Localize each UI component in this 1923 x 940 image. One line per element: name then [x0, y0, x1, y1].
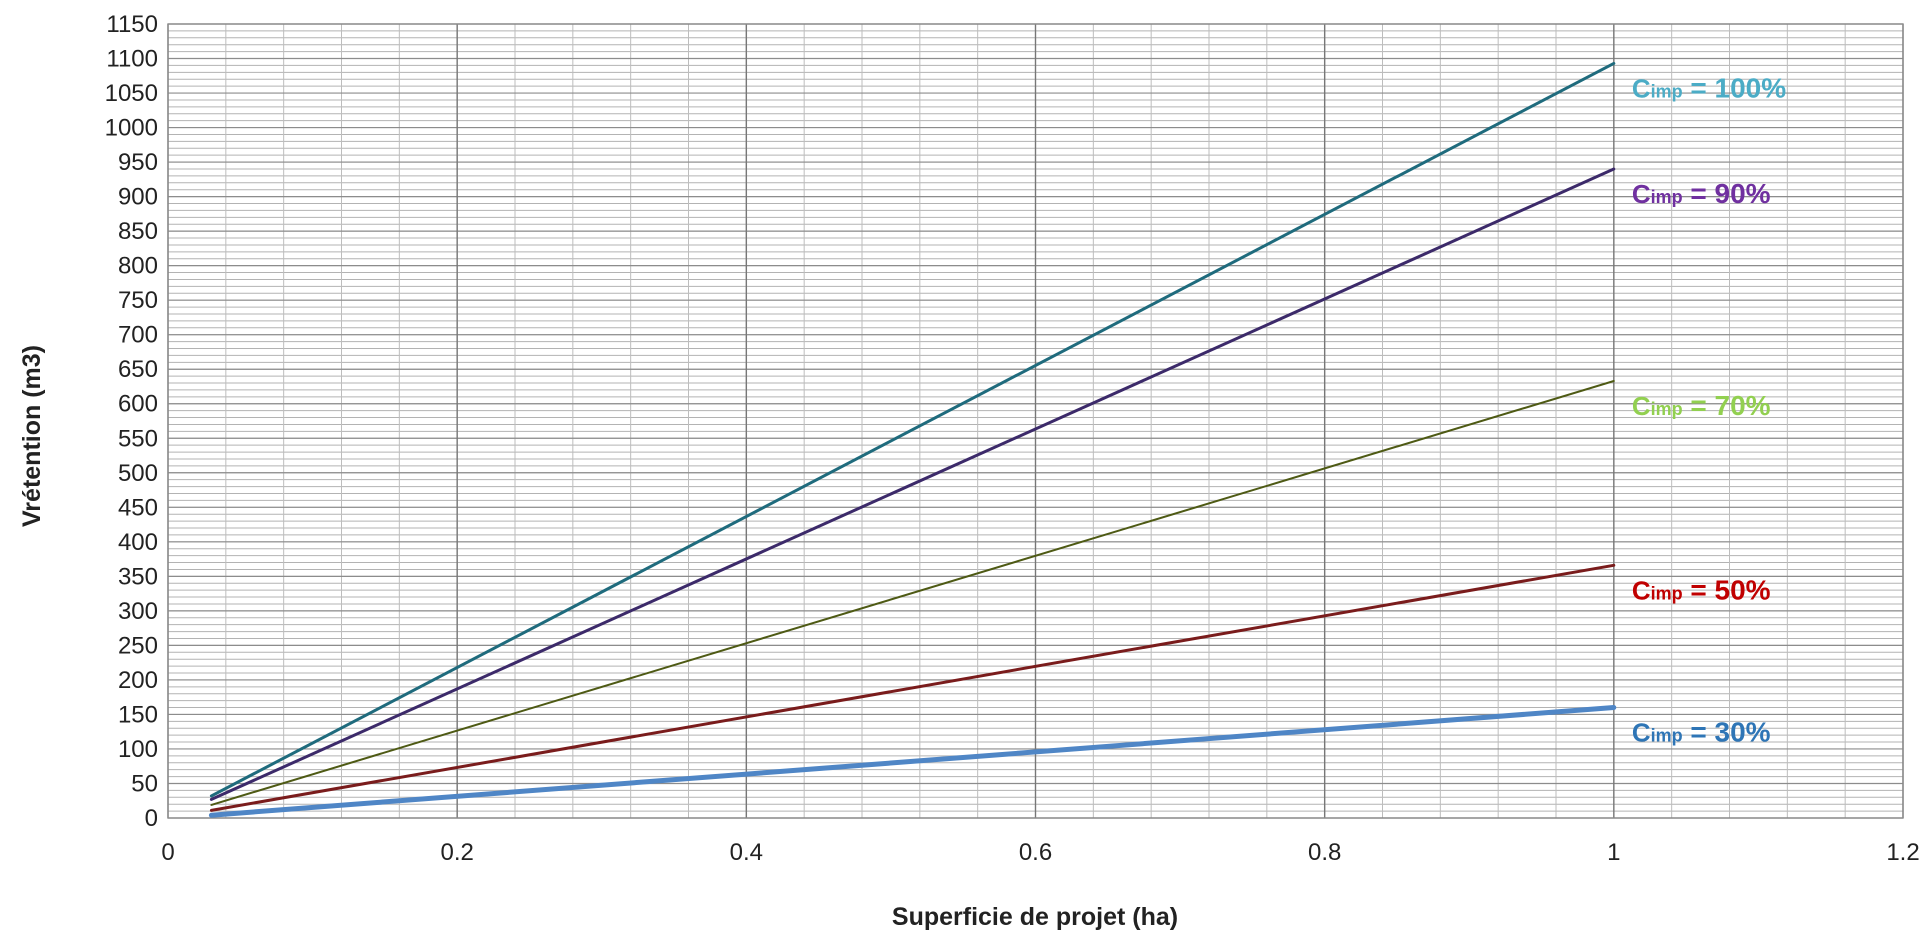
series-label-0: Cimp = 100% [1632, 72, 1786, 103]
y-tick-label: 350 [118, 563, 158, 590]
y-tick-label: 200 [118, 667, 158, 694]
y-tick-label: 650 [118, 356, 158, 383]
chart-series-labels: Cimp = 100% Cimp = 90% Cimp = 70% Cimp = 50… [1632, 72, 1786, 747]
series-line-1 [209, 167, 1616, 801]
x-axis-title: Superficie de projet (ha) [892, 903, 1178, 931]
y-tick-label: 900 [118, 184, 158, 211]
y-tick-label: 450 [118, 494, 158, 521]
y-tick-label: 300 [118, 598, 158, 625]
x-tick-label: 1 [1607, 839, 1620, 866]
series-label-1: Cimp = 90% [1632, 178, 1771, 209]
series-label-2: Cimp = 70% [1632, 390, 1771, 421]
y-tick-label: 400 [118, 529, 158, 556]
y-tick-label: 550 [118, 425, 158, 452]
y-tick-label: 700 [118, 322, 158, 349]
x-tick-label: 0.4 [730, 839, 763, 866]
y-tick-label: 800 [118, 253, 158, 280]
y-tick-label: 1000 [105, 115, 158, 142]
x-tick-label: 0.2 [440, 839, 473, 866]
y-tick-label: 250 [118, 632, 158, 659]
x-tick-label: 1.2 [1886, 839, 1919, 866]
plot-border [167, 23, 1904, 819]
x-tick-label: 0 [161, 839, 174, 866]
chart-series [208, 61, 1617, 818]
series-line-4 [208, 705, 1617, 818]
y-tick-label: 150 [118, 701, 158, 728]
x-tick-label: 0.6 [1019, 839, 1052, 866]
series-line-3 [209, 563, 1616, 812]
y-tick-label: 100 [118, 736, 158, 763]
y-tick-label: 1050 [105, 80, 158, 107]
y-axis-title: Vrétention (m3) [18, 345, 46, 527]
x-tick-label: 0.8 [1308, 839, 1341, 866]
chart-axes: 0 50 100 150 200 250 300 350 400 450 500 550 600 650 7… [105, 11, 1920, 866]
series-label-4: Cimp = 30% [1632, 717, 1771, 748]
y-tick-label: 500 [118, 460, 158, 487]
y-tick-label: 950 [118, 149, 158, 176]
y-tick-label: 1150 [106, 11, 158, 38]
y-tick-label: 600 [118, 391, 158, 418]
y-tick-label: 1100 [106, 46, 158, 73]
y-tick-label: 750 [118, 287, 158, 314]
y-tick-label: 50 [131, 770, 158, 797]
y-tick-label: 850 [118, 218, 158, 245]
series-line-0 [209, 61, 1616, 798]
chart-gridlines [167, 23, 1904, 819]
y-tick-label: 0 [145, 805, 158, 832]
series-line-2 [210, 380, 1615, 806]
series-label-3: Cimp = 50% [1632, 574, 1771, 605]
